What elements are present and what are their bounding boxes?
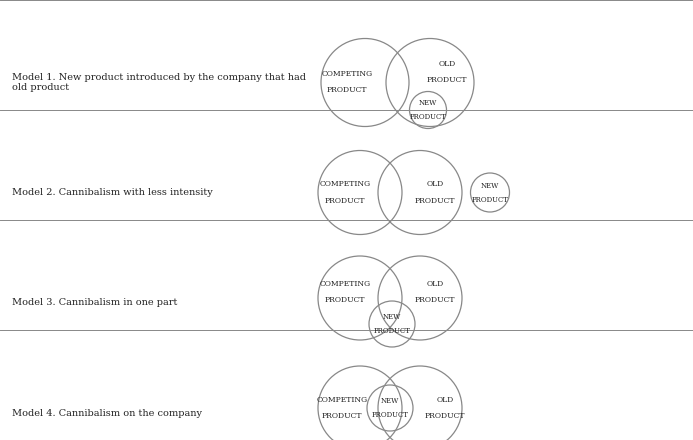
Text: PRODUCT: PRODUCT bbox=[325, 296, 365, 304]
Text: PRODUCT: PRODUCT bbox=[374, 327, 410, 335]
Text: NEW: NEW bbox=[419, 99, 437, 107]
Text: OLD: OLD bbox=[426, 180, 444, 188]
Text: PRODUCT: PRODUCT bbox=[325, 197, 365, 205]
Text: PRODUCT: PRODUCT bbox=[327, 87, 367, 95]
Text: NEW: NEW bbox=[481, 181, 499, 190]
Text: PRODUCT: PRODUCT bbox=[425, 412, 465, 420]
Text: PRODUCT: PRODUCT bbox=[410, 113, 446, 121]
Text: COMPETING: COMPETING bbox=[322, 70, 373, 78]
Text: Model 4. Cannibalism on the company: Model 4. Cannibalism on the company bbox=[12, 408, 202, 418]
Text: NEW: NEW bbox=[383, 313, 401, 321]
Text: COMPETING: COMPETING bbox=[317, 396, 367, 404]
Text: PRODUCT: PRODUCT bbox=[322, 412, 362, 420]
Text: PRODUCT: PRODUCT bbox=[414, 197, 455, 205]
Text: PRODUCT: PRODUCT bbox=[471, 195, 509, 203]
Text: COMPETING: COMPETING bbox=[319, 180, 371, 188]
Text: COMPETING: COMPETING bbox=[319, 280, 371, 288]
Text: PRODUCT: PRODUCT bbox=[414, 296, 455, 304]
Text: Model 2. Cannibalism with less intensity: Model 2. Cannibalism with less intensity bbox=[12, 188, 213, 197]
Text: NEW: NEW bbox=[381, 397, 399, 405]
Text: Model 3. Cannibalism in one part: Model 3. Cannibalism in one part bbox=[12, 298, 177, 307]
Text: PRODUCT: PRODUCT bbox=[371, 411, 408, 419]
Text: OLD: OLD bbox=[439, 60, 455, 69]
Text: OLD: OLD bbox=[437, 396, 454, 404]
Text: PRODUCT: PRODUCT bbox=[427, 77, 467, 84]
Text: OLD: OLD bbox=[426, 280, 444, 288]
Text: Model 1. New product introduced by the company that had
old product: Model 1. New product introduced by the c… bbox=[12, 73, 306, 92]
